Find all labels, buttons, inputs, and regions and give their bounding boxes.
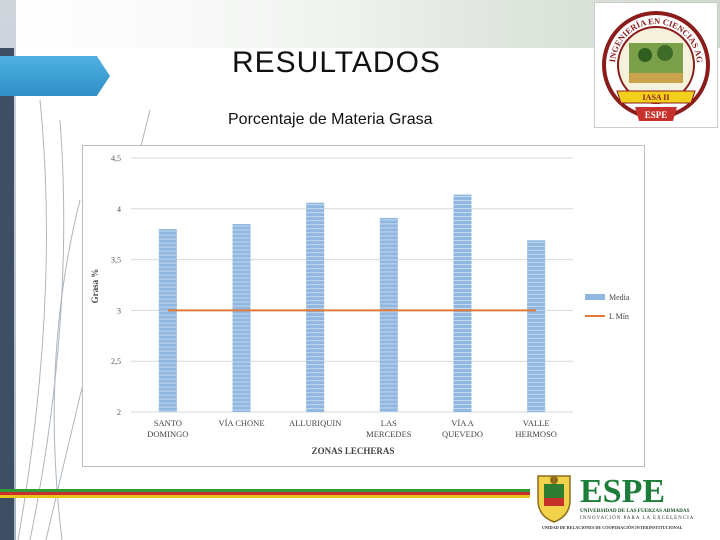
espe-line-1: UNIVERSIDAD DE LAS FUERZAS ARMADAS [580,508,690,514]
svg-text:Media: Media [609,293,630,302]
chart-y-ticks: 2 2,5 3 3,5 4 4,5 [111,154,121,417]
y-tick-label: 4 [117,205,121,214]
y-tick-label: 3,5 [111,256,121,265]
y-tick-label: 2,5 [111,357,121,366]
chart-bars [158,194,546,413]
x-tick-label: ALLURIQUIN [289,418,341,428]
legend-item-media: Media [585,293,630,302]
slide-subtitle: Porcentaje de Materia Grasa [228,111,433,128]
title-arrow-tab [0,56,110,96]
x-tick-label: LAS MERCEDES [366,418,412,439]
chart-legend: Media L Mín [585,293,630,321]
bar [379,217,398,413]
y-tick-label: 3 [117,306,121,315]
espe-wordmark: ESPE [580,473,665,510]
iasa-emblem-icon: INGENIERÍA EN CIENCIAS AGROPECUARIAS IAS… [592,0,710,121]
y-tick-label: 2 [117,408,121,417]
iasa-bottom-text: ESPE [645,110,668,120]
y-tick-label: 4,5 [111,154,121,163]
iasa-logo: INGENIERÍA EN CIENCIAS AGROPECUARIAS IAS… [592,0,718,128]
bar [158,229,177,412]
chart-x-ticks: SANTO DOMINGO VÍA CHONE ALLURIQUIN LAS MERCED… [147,418,557,439]
slide-left-dark-band [0,48,14,540]
chart-grid [131,157,573,413]
legend-item-l-min: L Mín [585,312,629,321]
espe-line-3: UNIDAD DE RELACIONES DE COOPERACIÓN INTE… [542,525,683,530]
espe-line-2: INNOVACIÓN PARA LA EXCELENCIA [580,515,694,521]
espe-shield-icon [537,475,571,523]
bar [527,240,546,412]
tricolor-stripe [0,489,540,498]
slide-title: RESULTADOS [232,46,441,79]
bar [232,224,251,412]
bar-chart: 2 2,5 3 3,5 4 4,5 SANTO DOMINGO VÍA CHONE ALLURI… [90,154,630,456]
chart-y-axis-label: Grasa % [90,269,100,304]
bar [453,194,472,412]
x-tick-label: SANTO DOMINGO [147,418,188,439]
espe-logo: ESPE UNIVERSIDAD DE LAS FUERZAS ARMADAS … [530,470,720,532]
x-tick-label: VÍA A QUEVEDO [442,418,483,439]
x-tick-label: VÍA CHONE [218,418,264,428]
chart-x-axis-label: ZONAS LECHERAS [312,446,395,456]
iasa-banner-text: IASA II [643,93,670,102]
chart-container: 2 2,5 3 3,5 4 4,5 SANTO DOMINGO VÍA CHONE ALLURI… [82,145,645,467]
bar [306,202,325,412]
x-tick-label: VALLE HERMOSO [515,418,557,439]
svg-text:L Mín: L Mín [609,312,629,321]
